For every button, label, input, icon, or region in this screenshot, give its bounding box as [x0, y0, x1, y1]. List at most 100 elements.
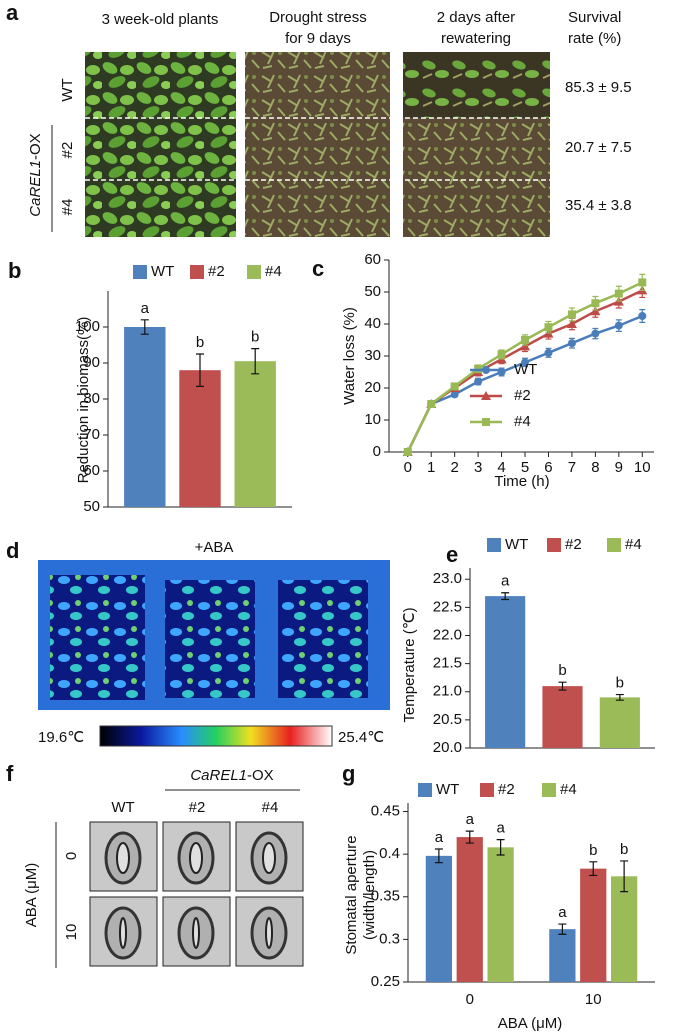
- panel-label: e: [446, 542, 458, 567]
- marker: [591, 329, 600, 338]
- bar-annotation: b: [558, 662, 566, 679]
- marker: [591, 299, 600, 308]
- marker: [497, 350, 506, 359]
- marker: [544, 323, 553, 332]
- legend-swatch: [190, 265, 204, 279]
- bar-annotation: a: [435, 829, 444, 846]
- y-tick-label: 0: [373, 443, 381, 460]
- marker: [567, 310, 576, 319]
- marker: [567, 339, 576, 348]
- x-tick-label: 5: [521, 459, 529, 476]
- gene-name: CaREL1: [190, 767, 247, 784]
- legend-label: #4: [265, 263, 282, 280]
- x-tick-label: 4: [497, 459, 505, 476]
- bar: [179, 370, 221, 507]
- bar: [580, 868, 607, 982]
- column-header: Drought stress: [269, 9, 367, 26]
- legend-swatch: [542, 783, 556, 797]
- marker: [638, 312, 647, 320]
- bar: [549, 929, 576, 982]
- y-axis-label: Temperature (℃): [401, 607, 418, 722]
- column-header: Survival: [568, 9, 621, 26]
- error-bar: [501, 592, 510, 601]
- y-tick-label: 22.0: [433, 626, 462, 643]
- y-tick-label: 10: [364, 411, 381, 428]
- bar-annotation: a: [141, 300, 150, 317]
- bar-annotation: b: [620, 841, 628, 858]
- x-tick-label: 0: [466, 991, 474, 1008]
- marker: [474, 377, 483, 386]
- bar-annotation: a: [496, 820, 505, 837]
- panel-label: g: [342, 761, 355, 786]
- y-tick-label: 0.4: [379, 845, 400, 862]
- error-bar: [558, 923, 567, 935]
- label-suffix: -OX: [27, 133, 44, 160]
- y-tick-label: 90: [83, 354, 100, 371]
- x-tick-label: 9: [615, 459, 623, 476]
- photo: [403, 52, 550, 118]
- survival-rate: 20.7 ± 7.5: [565, 139, 632, 156]
- bar-annotation: b: [589, 842, 597, 859]
- error-bar: [251, 348, 260, 375]
- pore: [116, 842, 130, 874]
- error-bar: [615, 693, 624, 701]
- column-label: #2: [189, 799, 206, 816]
- column-label: WT: [111, 799, 134, 816]
- y-tick-label: 80: [83, 390, 100, 407]
- y-axis-label: (width/length): [361, 850, 378, 940]
- marker: [403, 448, 412, 456]
- y-tick-label: 23.0: [433, 570, 462, 587]
- x-tick-label: 7: [568, 459, 576, 476]
- thermal-pot: [50, 575, 145, 700]
- bar: [456, 837, 483, 982]
- panel-label: c: [312, 256, 324, 281]
- bar-annotation: b: [196, 334, 204, 351]
- error-bar: [558, 681, 567, 691]
- column-header: for 9 days: [285, 30, 351, 47]
- y-tick-label: 70: [83, 426, 100, 443]
- x-tick-label: 0: [404, 459, 412, 476]
- bar-annotation: b: [251, 329, 259, 346]
- label-suffix: -OX: [247, 767, 274, 784]
- y-tick-label: 0.45: [371, 802, 400, 819]
- x-axis-label: ABA (μM): [498, 1015, 562, 1032]
- marker: [482, 418, 490, 426]
- chart: 0.25 0.3 0.35 0.4 0.45 Stomatal aperture (widt…: [343, 781, 655, 1032]
- marker: [614, 321, 623, 330]
- pore: [119, 917, 127, 949]
- legend-label: #2: [208, 263, 225, 280]
- bar-annotation: a: [466, 811, 475, 828]
- marker: [544, 348, 553, 357]
- legend-swatch: [547, 538, 561, 552]
- marker: [638, 278, 647, 287]
- pore: [192, 917, 200, 949]
- y-axis-label: Water loss (%): [341, 307, 358, 405]
- photo: [403, 118, 550, 237]
- legend-label: #4: [625, 536, 642, 553]
- pore: [265, 917, 273, 949]
- legend-swatch: [133, 265, 147, 279]
- legend-swatch: [247, 265, 261, 279]
- column-header: rate (%): [568, 30, 621, 47]
- y-tick-label: 60: [83, 462, 100, 479]
- bar-annotation: b: [616, 675, 624, 692]
- y-tick-label: 21.5: [433, 655, 462, 672]
- bar: [485, 596, 526, 748]
- gene-name: CaREL1: [27, 160, 44, 217]
- legend-swatch: [480, 783, 494, 797]
- pore: [189, 842, 203, 874]
- error-bar: [196, 353, 204, 387]
- y-tick-label: 20.0: [433, 739, 462, 756]
- row-label: #2: [59, 142, 76, 159]
- axis-label: ABA (μM): [23, 863, 40, 927]
- marker: [481, 391, 491, 400]
- panel-label: b: [8, 258, 21, 283]
- x-tick-label: 10: [585, 991, 602, 1008]
- error-bar: [589, 861, 598, 877]
- y-tick-label: 20.5: [433, 711, 462, 728]
- x-tick-label: 10: [634, 459, 651, 476]
- legend-label: #2: [514, 387, 531, 404]
- photo: [245, 52, 390, 237]
